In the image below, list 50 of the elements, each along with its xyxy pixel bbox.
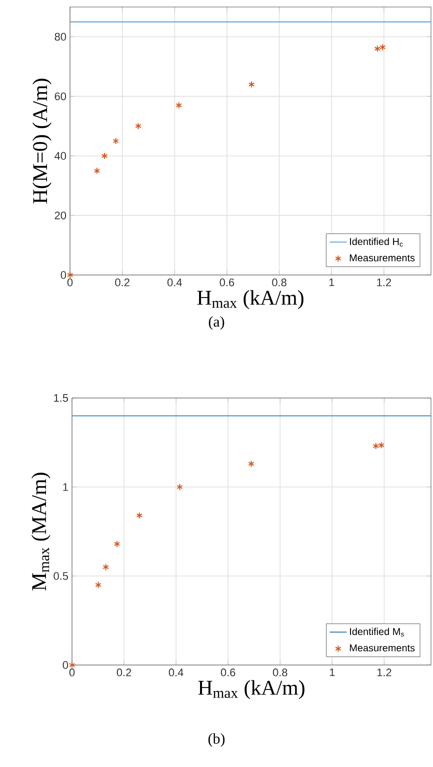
y-tick-label: 0.5 (54, 572, 68, 580)
point (66, 271, 74, 278)
point (176, 484, 183, 490)
y-tick-label: 0 (60, 271, 66, 279)
point (372, 442, 379, 450)
x-tick-label: 0.2 (115, 278, 130, 286)
y-tick-label: 80 (54, 32, 66, 41)
x-tick-label: 0.2 (116, 668, 132, 676)
point (95, 581, 102, 588)
point (135, 122, 142, 130)
legend-label: Measurements (350, 644, 415, 652)
legend-label: Measurements (350, 254, 415, 262)
x-tick-label: 0.8 (272, 278, 286, 286)
x-axis-title: H$_{max}$ (kA/m) (198, 680, 304, 700)
y-tick-label: 0 (62, 661, 68, 669)
y-tick-label: 1 (63, 483, 68, 491)
x-tick-label: 1 (329, 278, 334, 286)
point (102, 564, 109, 571)
point (94, 167, 100, 174)
point (112, 137, 119, 144)
y-axis-title: H(M=0) (A/m) (32, 78, 52, 204)
x-tick-label: 1 (330, 668, 335, 676)
y-tick-label: 1.5 (54, 394, 68, 402)
point (374, 45, 380, 52)
point (114, 540, 120, 548)
point (176, 102, 182, 109)
y-tick-label: 40 (54, 152, 66, 160)
point (68, 662, 76, 668)
y-tick-label: 60 (54, 92, 66, 100)
x-tick-label: 0.6 (220, 278, 234, 286)
point (378, 442, 384, 449)
point (248, 80, 255, 88)
legend-label: Identified M$_{s}$ (350, 628, 404, 637)
x-tick-label: 1.2 (377, 668, 392, 676)
point (101, 152, 108, 160)
x-tick-label: 0 (69, 668, 75, 676)
y-axis-title: M$_{max}$ (MA/m) (31, 472, 50, 591)
x-tick-label: 1.2 (377, 278, 391, 286)
point (380, 44, 386, 51)
legend-label: Identified H$_{c}$ (350, 238, 403, 246)
text: (a) (208, 316, 224, 330)
x-tick-label: 0.8 (272, 668, 288, 676)
y-tick-label: 20 (54, 212, 66, 220)
x-tick-label: 0.6 (220, 668, 236, 676)
point (248, 460, 254, 468)
x-tick-label: 0.4 (168, 668, 184, 676)
point (136, 512, 142, 519)
x-tick-label: 0.4 (167, 278, 182, 286)
text: (b) (208, 733, 225, 747)
x-axis-title: H$_{max}$ (kA/m) (197, 290, 304, 310)
